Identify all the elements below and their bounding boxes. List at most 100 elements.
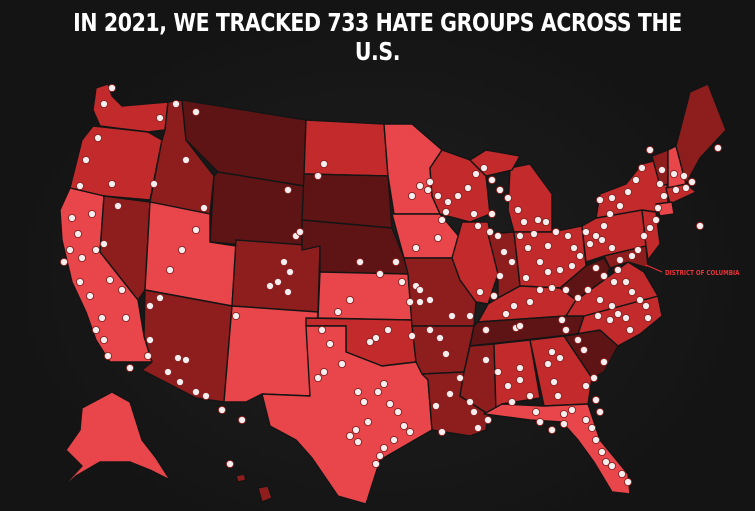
group-marker[interactable]: [435, 333, 445, 343]
group-marker[interactable]: [165, 265, 175, 275]
group-marker[interactable]: [385, 399, 395, 409]
group-marker[interactable]: [433, 191, 443, 201]
state-ga[interactable]: [529, 335, 593, 407]
group-marker[interactable]: [473, 221, 483, 231]
group-marker[interactable]: [653, 203, 663, 213]
group-marker[interactable]: [383, 325, 393, 335]
group-marker[interactable]: [201, 391, 211, 401]
group-marker[interactable]: [373, 387, 383, 397]
group-marker[interactable]: [557, 315, 567, 325]
group-marker[interactable]: [465, 397, 475, 407]
group-marker[interactable]: [465, 311, 475, 321]
group-marker[interactable]: [405, 427, 415, 437]
group-marker[interactable]: [583, 285, 593, 295]
group-marker[interactable]: [569, 243, 579, 253]
group-marker[interactable]: [397, 277, 407, 287]
group-marker[interactable]: [279, 257, 289, 267]
group-marker[interactable]: [375, 451, 385, 461]
group-marker[interactable]: [471, 169, 481, 179]
state-ak[interactable]: [57, 391, 171, 493]
group-marker[interactable]: [567, 405, 577, 415]
group-marker[interactable]: [589, 373, 599, 383]
group-marker[interactable]: [483, 415, 493, 425]
state-ia[interactable]: [391, 213, 463, 259]
group-marker[interactable]: [615, 201, 625, 211]
group-marker[interactable]: [317, 325, 327, 335]
group-marker[interactable]: [425, 177, 435, 187]
group-marker[interactable]: [513, 205, 523, 215]
group-marker[interactable]: [609, 277, 619, 287]
group-marker[interactable]: [363, 417, 373, 427]
group-marker[interactable]: [265, 281, 275, 291]
state-me[interactable]: [675, 83, 727, 185]
group-marker[interactable]: [561, 285, 571, 295]
group-marker[interactable]: [623, 187, 633, 197]
group-marker[interactable]: [645, 145, 655, 155]
group-marker[interactable]: [431, 401, 441, 411]
group-marker[interactable]: [657, 165, 667, 175]
group-marker[interactable]: [143, 351, 153, 361]
group-marker[interactable]: [659, 191, 669, 201]
state-tx[interactable]: [261, 325, 433, 505]
state-nd[interactable]: [303, 119, 389, 177]
group-marker[interactable]: [501, 309, 511, 319]
group-marker[interactable]: [333, 307, 343, 317]
group-marker[interactable]: [543, 359, 553, 369]
group-marker[interactable]: [65, 245, 75, 255]
group-marker[interactable]: [627, 287, 637, 297]
group-marker[interactable]: [681, 183, 691, 193]
group-marker[interactable]: [679, 171, 689, 181]
group-marker[interactable]: [191, 225, 201, 235]
group-marker[interactable]: [623, 477, 633, 487]
group-marker[interactable]: [669, 169, 679, 179]
group-marker[interactable]: [415, 285, 425, 295]
group-marker[interactable]: [713, 143, 723, 153]
group-marker[interactable]: [613, 265, 623, 275]
group-marker[interactable]: [573, 293, 583, 303]
group-marker[interactable]: [547, 425, 557, 435]
group-marker[interactable]: [441, 349, 451, 359]
group-marker[interactable]: [313, 171, 323, 181]
group-marker[interactable]: [455, 373, 465, 383]
group-marker[interactable]: [375, 269, 385, 279]
group-marker[interactable]: [91, 325, 101, 335]
group-marker[interactable]: [595, 295, 605, 305]
group-marker[interactable]: [273, 277, 283, 287]
group-marker[interactable]: [181, 355, 191, 365]
group-marker[interactable]: [651, 215, 661, 225]
group-marker[interactable]: [555, 265, 565, 275]
group-marker[interactable]: [671, 185, 681, 195]
group-marker[interactable]: [635, 295, 645, 305]
group-marker[interactable]: [525, 297, 535, 307]
group-marker[interactable]: [585, 239, 595, 249]
group-marker[interactable]: [601, 457, 611, 467]
group-marker[interactable]: [515, 363, 525, 373]
group-marker[interactable]: [391, 257, 401, 267]
group-marker[interactable]: [445, 389, 455, 399]
group-marker[interactable]: [555, 353, 565, 363]
group-marker[interactable]: [495, 185, 505, 195]
group-marker[interactable]: [353, 387, 363, 397]
group-marker[interactable]: [199, 203, 209, 213]
group-marker[interactable]: [59, 257, 69, 267]
group-marker[interactable]: [607, 243, 617, 253]
group-marker[interactable]: [543, 241, 553, 251]
group-marker[interactable]: [75, 181, 85, 191]
group-marker[interactable]: [217, 405, 227, 415]
group-marker[interactable]: [407, 191, 417, 201]
group-marker[interactable]: [175, 377, 185, 387]
group-marker[interactable]: [87, 209, 97, 219]
group-marker[interactable]: [561, 325, 571, 335]
group-marker[interactable]: [313, 373, 323, 383]
group-marker[interactable]: [485, 227, 495, 237]
group-marker[interactable]: [319, 367, 329, 377]
group-marker[interactable]: [591, 435, 601, 445]
state-hi[interactable]: [257, 485, 273, 503]
group-marker[interactable]: [99, 99, 109, 109]
group-marker[interactable]: [107, 83, 117, 93]
group-marker[interactable]: [345, 431, 355, 441]
group-marker[interactable]: [389, 435, 399, 445]
group-marker[interactable]: [507, 397, 517, 407]
group-marker[interactable]: [607, 301, 617, 311]
group-marker[interactable]: [231, 311, 241, 321]
